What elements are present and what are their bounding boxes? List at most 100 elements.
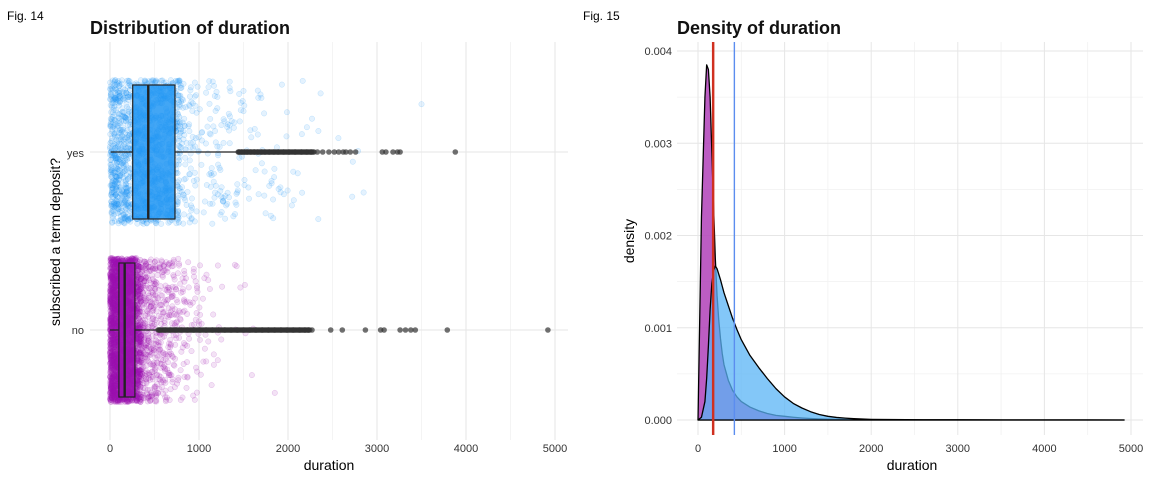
jitter-point-yes (120, 126, 126, 133)
jitter-point-yes (107, 123, 114, 130)
jitter-point-yes (118, 138, 125, 145)
jitter-point-yes (125, 192, 132, 199)
jitter-point-yes (110, 96, 117, 103)
jitter-point-no (170, 332, 177, 339)
jitter-point-yes (191, 169, 198, 176)
left-chart-title: Distribution of duration (90, 18, 290, 38)
jitter-point-no (145, 337, 152, 344)
jitter-point-yes (123, 90, 130, 97)
jitter-point-yes (120, 124, 126, 131)
jitter-point-yes (117, 94, 124, 101)
jitter-point-yes (188, 195, 195, 202)
jitter-point-yes (116, 87, 123, 94)
jitter-point-yes (120, 163, 127, 170)
jitter-point-yes (255, 94, 262, 101)
jitter-point-no (189, 299, 196, 306)
jitter-point-yes (234, 187, 241, 194)
jitter-point-yes (188, 207, 195, 214)
jitter-point-yes (115, 80, 122, 87)
jitter-point-yes (110, 123, 116, 130)
jitter-point-yes (178, 84, 185, 91)
jitter-point-yes (116, 89, 123, 96)
jitter-point-yes (418, 101, 425, 108)
jitter-point-yes (126, 155, 133, 162)
jitter-point-yes (226, 122, 233, 129)
jitter-point-yes (176, 177, 183, 184)
jitter-point-yes (203, 89, 210, 96)
jitter-point-yes (262, 210, 269, 217)
jitter-point-yes (121, 214, 128, 221)
jitter-point-yes (110, 189, 117, 196)
outlier-point-no (327, 327, 334, 333)
jitter-point-yes (121, 96, 128, 103)
jitter-point-yes (335, 135, 342, 142)
density-area-yes (697, 265, 1125, 421)
jitter-point-yes (119, 199, 125, 206)
jitter-point-yes (116, 129, 123, 136)
jitter-point-yes (178, 188, 185, 195)
jitter-point-yes (125, 106, 132, 113)
jitter-point-no (237, 284, 244, 291)
jitter-point-yes (220, 139, 227, 146)
jitter-point-yes (192, 182, 199, 189)
left-x-tick-label: 3000 (365, 443, 389, 455)
jitter-point-yes (108, 173, 115, 180)
jitter-point-yes (194, 83, 201, 90)
jitter-point-yes (202, 140, 209, 147)
jitter-point-yes (119, 108, 126, 115)
jitter-point-yes (108, 156, 114, 163)
jitter-point-yes (108, 202, 115, 209)
jitter-point-yes (234, 181, 241, 188)
jitter-point-yes (109, 85, 116, 92)
jitter-point-yes (214, 93, 221, 100)
jitter-point-yes (123, 188, 130, 195)
jitter-point-yes (211, 194, 218, 201)
jitter-point-yes (192, 135, 199, 142)
outlier-point-no (215, 327, 222, 333)
jitter-point-no (109, 348, 115, 355)
jitter-point-no (148, 284, 154, 291)
jitter-point-yes (113, 94, 119, 101)
jitter-point-yes (298, 131, 305, 138)
jitter-point-yes (125, 96, 132, 103)
jitter-point-yes (210, 170, 217, 177)
jitter-point-yes (118, 144, 125, 151)
jitter-point-yes (120, 182, 127, 189)
jitter-point-yes (181, 132, 188, 138)
jitter-point-yes (176, 101, 183, 108)
jitter-point-yes (119, 133, 126, 139)
jitter-point-yes (189, 133, 196, 140)
jitter-point-yes (111, 123, 117, 130)
jitter-point-yes (284, 187, 291, 194)
jitter-point-yes (114, 194, 121, 200)
jitter-point-yes (143, 220, 150, 227)
jitter-point-no (175, 374, 182, 381)
jitter-point-yes (148, 77, 155, 84)
jitter-point-yes (176, 137, 183, 144)
jitter-point-yes (122, 114, 128, 121)
jitter-point-yes (117, 161, 124, 168)
jitter-point-no (108, 286, 114, 293)
jitter-point-yes (109, 154, 116, 161)
jitter-point-yes (214, 105, 221, 112)
outlier-point-no (203, 327, 209, 333)
jitter-point-yes (226, 113, 233, 120)
jitter-point-no (180, 361, 187, 367)
jitter-point-yes (112, 90, 119, 97)
jitter-point-yes (222, 215, 229, 222)
jitter-point-yes (112, 77, 119, 84)
jitter-point-yes (111, 199, 118, 206)
jitter-point-yes (186, 93, 193, 100)
jitter-point-no (143, 371, 150, 378)
jitter-point-yes (186, 171, 193, 178)
jitter-point-yes (122, 177, 129, 184)
jitter-point-yes (113, 197, 120, 204)
jitter-point-yes (186, 101, 193, 108)
jitter-point-yes (110, 177, 117, 184)
jitter-point-yes (110, 208, 117, 215)
jitter-point-yes (108, 210, 115, 217)
jitter-point-yes (108, 167, 115, 174)
jitter-point-yes (110, 193, 117, 200)
jitter-point-no (136, 386, 143, 393)
jitter-point-yes (111, 103, 118, 110)
